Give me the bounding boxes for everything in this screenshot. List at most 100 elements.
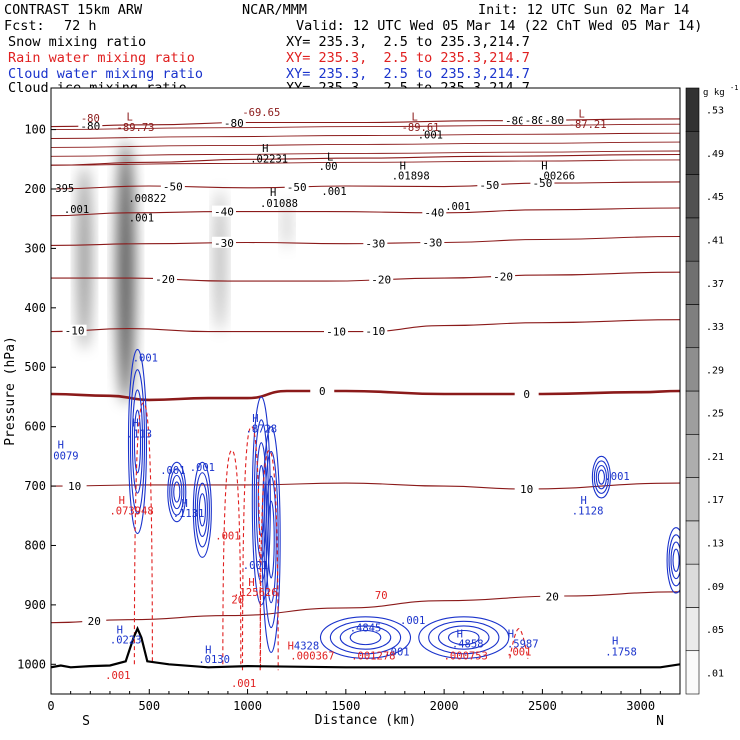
annotation-56: .001 xyxy=(400,615,425,627)
colorbar-swatch-10 xyxy=(685,217,700,262)
terrain-layer xyxy=(51,625,680,669)
colorbar-swatch-9 xyxy=(685,260,700,305)
ice-column-0 xyxy=(77,165,92,350)
colorbar-swatch-5 xyxy=(685,433,700,478)
annotation-13: H xyxy=(400,160,406,172)
isotherm-label-bg-7-1 xyxy=(284,180,309,192)
cloudwater-contour-5-0 xyxy=(319,616,412,659)
isotherm-label-bg-9-3 xyxy=(522,114,547,126)
annotation-25: .001 xyxy=(133,352,158,364)
annotation-27: .113 xyxy=(127,428,152,440)
cloudwater-contour-6-0 xyxy=(418,616,510,659)
annotation-34: H xyxy=(119,495,125,507)
cloudwater-contour-0-1 xyxy=(129,369,146,514)
cloudwater-contour-4-0 xyxy=(261,426,281,653)
isotherm-label-7-0: -50 xyxy=(163,180,183,193)
annotation-33: .001 xyxy=(190,462,215,474)
annotation-42: 20 xyxy=(231,595,244,607)
terrain-line xyxy=(51,625,680,669)
isotherm-label-4-1: -20 xyxy=(371,274,391,287)
colorbar-swatch-7 xyxy=(685,347,700,392)
annotation-20: .01088 xyxy=(260,198,298,210)
colorbar-swatch-6 xyxy=(685,390,700,435)
annotation-0: L xyxy=(126,112,132,124)
colorbar-label-11: .45 xyxy=(706,192,724,203)
field-xy-rain: XY= 235.3, 2.5 to 235.3,214.7 xyxy=(286,50,530,66)
rain-shaft-3 xyxy=(259,449,279,671)
isotherm-label-bg-2-0 xyxy=(310,385,335,396)
isotherm-label-7-3: -50 xyxy=(532,177,552,190)
annotation-29: .8728 xyxy=(246,424,278,436)
annotation-52: H xyxy=(288,640,294,652)
annotation-61: .4858 xyxy=(452,639,484,651)
annotation-12: .00 xyxy=(319,161,338,173)
annotation-64: .5987 xyxy=(507,639,539,651)
field-xy-snow: XY= 235.3, 2.5 to 235.3,214.7 xyxy=(286,34,530,50)
isotherm-label-bg-7-0 xyxy=(160,180,185,192)
annotation-47: .0223 xyxy=(110,635,142,647)
x-axis-label: Distance (km) xyxy=(315,713,417,728)
isotherm-layer: 20 20 10 10 0 0 -10 -10 -10 -20 -20 -20 -30 -30 -30 -40… xyxy=(51,114,680,628)
annotation-37: .1131 xyxy=(173,508,205,520)
cloudwater-contour-7-1 xyxy=(593,460,609,494)
isotherm-1 xyxy=(51,482,680,490)
y-tick-label-1: 200 xyxy=(24,182,46,196)
cloudwater-contour-1-0 xyxy=(167,461,187,523)
colorbar-label-0: .01 xyxy=(706,668,724,679)
cloudwater-contour-6-3 xyxy=(447,629,480,646)
isotherm-4 xyxy=(51,271,680,282)
x-tick-label-5: 2500 xyxy=(528,699,557,713)
fcst-value: 72 h xyxy=(64,18,97,34)
annotation-62: .000753 xyxy=(444,651,488,663)
colorbar-swatch-12 xyxy=(685,130,700,175)
rain-layer xyxy=(133,402,529,671)
x-tick-label-3: 1500 xyxy=(331,699,360,713)
isotherm-label-bg-0-0 xyxy=(82,615,107,627)
isotherm-label-1-0: 10 xyxy=(68,480,81,493)
isotherm-label-9-1: -80 xyxy=(224,117,244,130)
annotation-59: .001278 xyxy=(351,651,395,663)
annotation-39: .001 xyxy=(243,560,268,572)
y-tick-label-6: 700 xyxy=(24,479,46,493)
annotation-66: H xyxy=(612,636,618,648)
annotation-45: .001 xyxy=(604,471,629,483)
isotherm-label-bg-3-1 xyxy=(324,325,349,337)
ice-column-2 xyxy=(214,189,226,332)
isotherm-label-bg-5-1 xyxy=(363,237,388,249)
colorbar-swatch-8 xyxy=(685,304,700,349)
annotation-3: -89.61 xyxy=(402,122,440,134)
annotation-10: .02231 xyxy=(250,153,288,165)
colorbar-swatch-1 xyxy=(685,607,700,652)
isotherm-label-0-1: 20 xyxy=(546,590,559,603)
annotation-23: 395 xyxy=(55,183,74,195)
annotation-5: -87.21 xyxy=(569,119,607,131)
isotherm-label-bg-9-0 xyxy=(78,119,103,131)
annotation-60: H xyxy=(457,629,463,641)
x-tick-label-6: 3000 xyxy=(626,699,655,713)
ice-column-3 xyxy=(282,200,292,249)
upper-contour-0 xyxy=(51,123,680,131)
isotherm-label-bg-9-1 xyxy=(221,116,246,128)
field-label-rain: Rain water mixing ratio xyxy=(8,50,195,66)
annotation-53: 4328 xyxy=(294,640,319,652)
cloudwater-contour-1-2 xyxy=(171,474,183,510)
y-axis-label: Pressure (hPa) xyxy=(3,336,18,446)
annotation-35: .073948 xyxy=(109,506,153,518)
isotherm-label-bg-3-2 xyxy=(363,324,388,336)
annotation-16: .00266 xyxy=(537,170,575,182)
colorbar-label-4: .17 xyxy=(706,495,724,506)
annotation-43: H xyxy=(581,495,587,507)
isotherm-label-6-0: -40 xyxy=(214,206,234,219)
isotherm-label-6-1: -40 xyxy=(424,207,444,220)
annotation-46: H xyxy=(117,624,123,636)
cloudwater-contour-4-3 xyxy=(267,500,275,579)
annotation-19: H xyxy=(270,187,276,199)
annotation-18: .001 xyxy=(129,213,154,225)
cloudwater-contour-8-1 xyxy=(668,534,680,587)
annotation-11: L xyxy=(327,151,333,163)
annotation-49: .0130 xyxy=(198,654,230,666)
annotation-54: .000367 xyxy=(290,651,334,663)
cloudwater-contour-2-0 xyxy=(192,461,212,558)
ice-snow-shading xyxy=(77,141,292,403)
